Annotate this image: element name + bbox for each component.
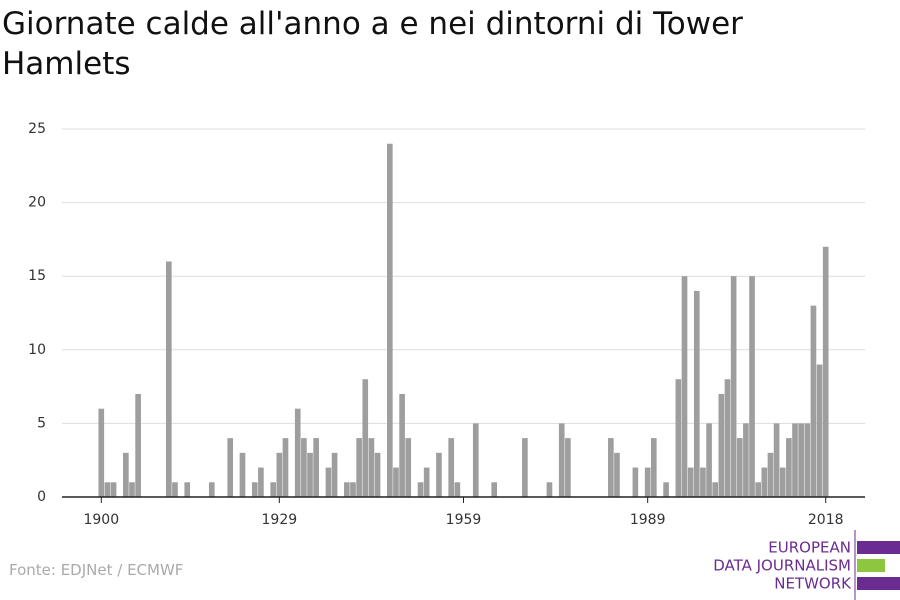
bar <box>650 438 657 497</box>
bar <box>313 438 319 497</box>
bar <box>522 438 528 497</box>
bar <box>472 423 479 497</box>
logo-bar <box>857 541 900 554</box>
bar <box>129 482 135 497</box>
bar <box>779 467 786 497</box>
logo-bar <box>857 577 900 590</box>
bar <box>282 438 289 497</box>
bar <box>767 452 774 497</box>
bar <box>718 393 725 497</box>
bar <box>251 482 258 497</box>
bar <box>374 452 381 497</box>
bar <box>325 467 332 497</box>
logo-bar <box>857 559 885 572</box>
bar <box>798 423 804 497</box>
bar <box>387 143 393 497</box>
bar <box>491 482 498 497</box>
x-tick-label: 1989 <box>630 512 666 528</box>
bar <box>270 482 277 497</box>
y-tick-label: 10 <box>28 342 46 358</box>
x-tick-label: 1959 <box>446 512 482 528</box>
bar <box>301 438 307 497</box>
bar <box>773 423 780 497</box>
bar <box>227 438 234 497</box>
bar <box>675 379 682 497</box>
bar <box>368 438 375 497</box>
bar <box>755 482 762 497</box>
bar <box>276 452 283 497</box>
bar <box>546 482 553 497</box>
logo-text: NETWORK <box>774 575 852 593</box>
y-tick-label: 15 <box>28 268 46 284</box>
bar <box>761 467 768 497</box>
x-tick-label: 1900 <box>83 512 119 528</box>
bar <box>350 482 356 497</box>
bar <box>730 276 737 497</box>
bar <box>749 276 755 497</box>
logo-text: DATA JOURNALISM <box>713 557 851 575</box>
bar <box>706 423 712 497</box>
bar <box>331 452 338 497</box>
bar <box>356 438 362 497</box>
bar <box>454 482 461 497</box>
y-tick-label: 25 <box>28 121 46 137</box>
bar <box>165 261 172 497</box>
bar <box>258 467 264 497</box>
bar <box>724 379 731 497</box>
bar <box>184 482 191 497</box>
chart-title: Giornate calde all'anno a e nei dintorni… <box>2 6 743 82</box>
bar <box>804 423 811 497</box>
bar <box>393 467 399 497</box>
bar <box>436 452 442 497</box>
bar <box>123 452 129 497</box>
bar <box>448 438 455 497</box>
bar <box>344 482 350 497</box>
bar <box>558 423 565 497</box>
bar <box>135 393 141 497</box>
bar <box>239 452 246 497</box>
bar <box>614 452 620 497</box>
bar <box>423 467 430 497</box>
bar <box>681 276 688 497</box>
bar <box>294 408 301 497</box>
bar <box>104 482 111 497</box>
bar <box>644 467 651 497</box>
y-tick-label: 5 <box>37 415 46 431</box>
bar <box>792 423 798 497</box>
bar <box>816 364 823 497</box>
x-tick-label: 2018 <box>808 512 844 528</box>
bar <box>172 482 178 497</box>
bar <box>712 482 719 497</box>
y-tick-label: 20 <box>28 195 46 211</box>
bar <box>399 393 405 497</box>
y-tick-label: 0 <box>37 489 46 505</box>
bar <box>810 305 817 497</box>
bar <box>687 467 694 497</box>
x-tick-label: 1929 <box>262 512 298 528</box>
bar <box>743 423 749 497</box>
bar <box>405 438 412 497</box>
bar <box>565 438 571 497</box>
logo-text: EUROPEAN <box>768 539 851 557</box>
bar <box>307 452 313 497</box>
bar <box>693 290 700 497</box>
bar <box>663 482 669 497</box>
bar <box>208 482 215 497</box>
bar <box>98 408 105 497</box>
bar <box>608 438 614 497</box>
bar <box>110 482 117 497</box>
bar <box>362 379 369 497</box>
bar <box>632 467 639 497</box>
bar <box>822 246 829 497</box>
bar <box>417 482 424 497</box>
bar <box>736 438 743 497</box>
bar <box>700 467 706 497</box>
source: Fonte: EDJNet / ECMWF <box>9 561 184 579</box>
bar <box>786 438 792 497</box>
